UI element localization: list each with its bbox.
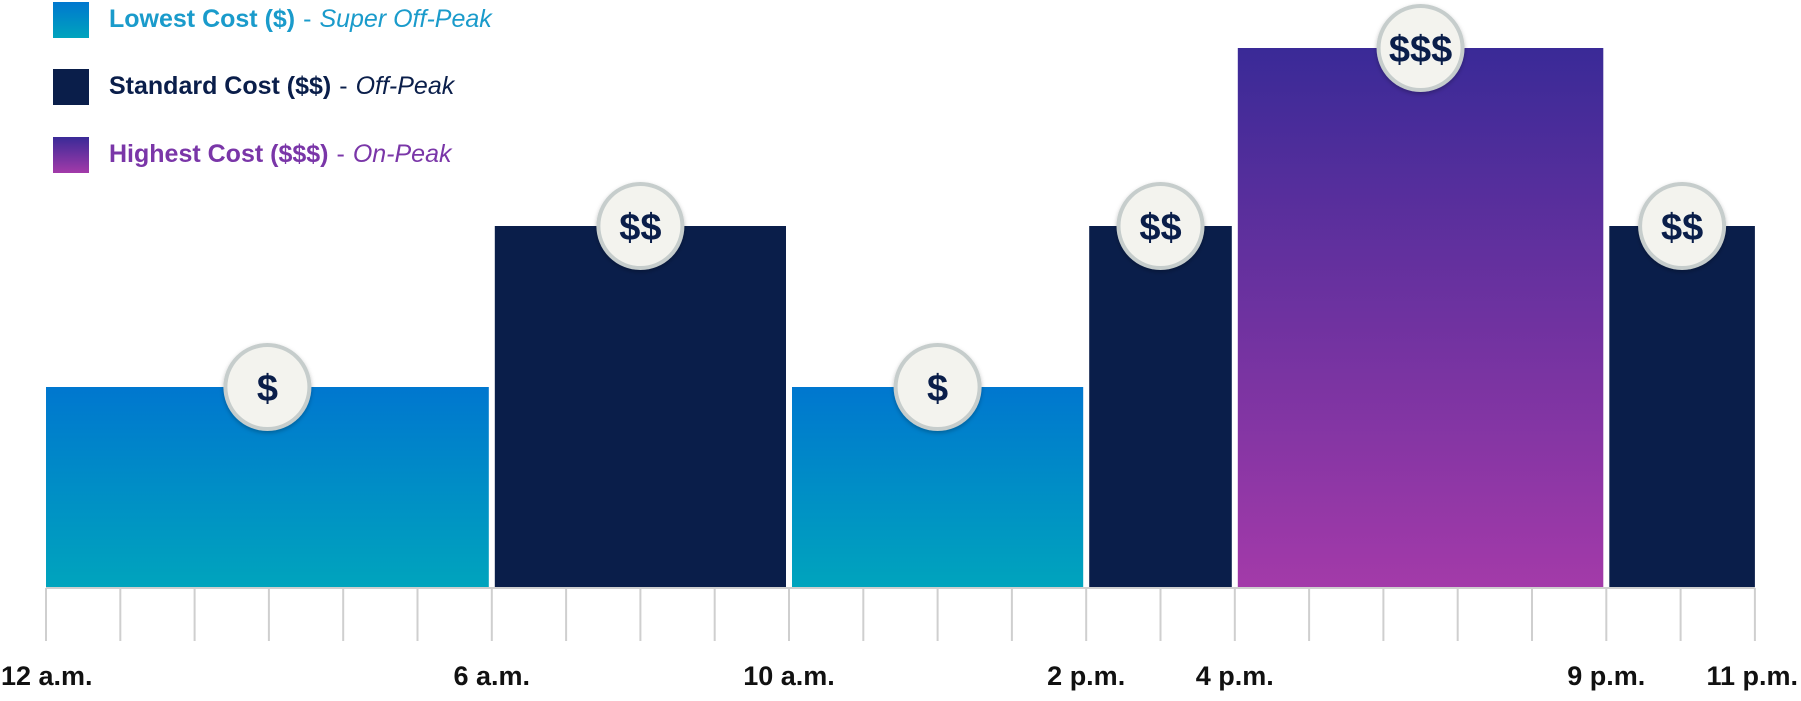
legend-label: Lowest Cost ($) — [109, 5, 295, 33]
cost-symbol: $$$ — [1389, 29, 1452, 71]
cost-badge — [1116, 182, 1205, 270]
time-label: 4 p.m. — [1196, 661, 1274, 691]
legend-entry: Highest Cost ($$$) - On-Peak — [109, 140, 453, 168]
cost-symbol: $$ — [1139, 207, 1181, 249]
legend-label: Standard Cost ($$) — [109, 72, 331, 100]
legend-sublabel: Off-Peak — [356, 72, 456, 100]
cost-badge — [1376, 4, 1465, 92]
cost-badge — [1638, 182, 1727, 270]
cost-symbol: $$ — [1661, 207, 1703, 249]
period-bar — [494, 226, 786, 587]
period-bar — [1237, 48, 1604, 587]
legend-swatch — [53, 2, 89, 38]
legend-label: Highest Cost ($$$) — [109, 140, 328, 168]
legend-separator: - — [303, 5, 311, 33]
cost-badge — [893, 343, 982, 431]
period-bar — [1609, 226, 1755, 587]
legend-entry: Standard Cost ($$) - Off-Peak — [109, 72, 456, 100]
legend-separator: - — [339, 72, 347, 100]
time-label: 11 p.m. — [1706, 661, 1798, 691]
period-bar — [1089, 226, 1232, 587]
legend-swatch — [53, 137, 89, 173]
legend-swatch — [53, 69, 89, 105]
time-label: 6 a.m. — [454, 661, 531, 691]
legend-sublabel: Super Off-Peak — [319, 5, 493, 33]
legend-separator: - — [336, 140, 344, 168]
time-label: 9 p.m. — [1567, 661, 1645, 691]
cost-symbol: $$ — [619, 207, 661, 249]
cost-badge — [223, 343, 312, 431]
time-label: 2 p.m. — [1047, 661, 1125, 691]
time-label: 10 a.m. — [743, 661, 835, 691]
cost-symbol: $ — [927, 368, 948, 410]
cost-symbol: $ — [257, 368, 278, 410]
time-label: 12 a.m. — [1, 661, 93, 691]
legend-sublabel: On-Peak — [353, 140, 453, 168]
legend-entry: Lowest Cost ($) - Super Off-Peak — [109, 5, 493, 33]
cost-badge — [596, 182, 685, 270]
